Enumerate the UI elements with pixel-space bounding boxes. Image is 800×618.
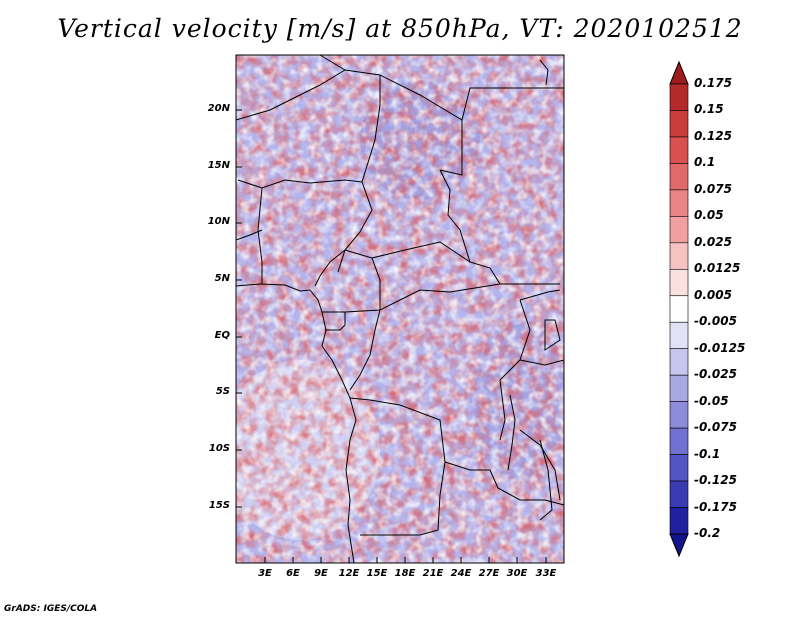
lat-label: 10S <box>208 443 230 454</box>
map-frame <box>235 54 565 564</box>
lat-label: 15S <box>208 500 230 511</box>
colorbar-segment <box>669 110 689 138</box>
lat-label: 10N <box>207 216 230 227</box>
colorbar-label: -0.1 <box>694 446 721 461</box>
colorbar-top-arrow <box>669 60 689 85</box>
latitude-ticks <box>236 109 242 508</box>
lat-label: 5S <box>215 386 230 397</box>
map-title: Vertical velocity [m/s] at 850hPa, VT: 2… <box>57 14 743 43</box>
colorbar-label: 0.125 <box>694 128 732 143</box>
lon-label: 24E <box>450 568 472 579</box>
lat-label: EQ <box>214 330 230 341</box>
colorbar-label: 0.1 <box>694 155 716 170</box>
colorbar-segment <box>669 83 689 111</box>
lon-label: 9E <box>314 568 328 579</box>
country-borders <box>235 54 565 564</box>
colorbar-segment <box>669 268 689 297</box>
colorbar-bottom-arrow <box>669 533 689 558</box>
lat-label: 15N <box>207 160 230 171</box>
colorbar-segment <box>669 454 689 482</box>
colorbar-label: 0.05 <box>694 208 724 223</box>
colorbar-label: -0.125 <box>694 473 737 488</box>
colorbar-segment <box>669 189 689 217</box>
colorbar-segment <box>669 242 689 270</box>
colorbar-label: 0.15 <box>694 102 724 117</box>
colorbar-label: -0.2 <box>694 526 721 540</box>
lon-label: 18E <box>394 568 416 579</box>
velocity-field <box>236 55 564 563</box>
colorbar-segment <box>669 216 689 244</box>
colorbar-segment <box>669 374 689 402</box>
colorbar-label: 0.075 <box>694 181 732 196</box>
lon-label: 30E <box>506 568 528 579</box>
colorbar-label: 0.005 <box>694 287 732 302</box>
colorbar-label: 0.025 <box>694 234 732 249</box>
colorbar-segment <box>669 136 689 164</box>
lon-label: 6E <box>286 568 300 579</box>
lon-label: 33E <box>535 568 557 579</box>
colorbar-label: -0.05 <box>694 393 729 408</box>
longitude-ticks <box>264 557 547 563</box>
colorbar-segment <box>669 295 689 323</box>
colorbar-segment <box>669 427 689 455</box>
colorbar-segment <box>669 348 689 376</box>
colorbar-label: -0.175 <box>694 499 737 514</box>
lon-label: 21E <box>422 568 444 579</box>
colorbar-segment <box>669 401 689 429</box>
colorbar-segment <box>669 480 689 508</box>
colorbar-label: -0.005 <box>694 314 737 329</box>
colorbar <box>669 60 689 558</box>
lon-label: 27E <box>478 568 500 579</box>
lon-label: 15E <box>366 568 388 579</box>
lon-label: 3E <box>258 568 272 579</box>
colorbar-label: -0.075 <box>694 420 737 435</box>
colorbar-label: -0.0125 <box>694 340 746 355</box>
lat-label: 5N <box>214 273 230 284</box>
colorbar-segment <box>669 507 689 535</box>
grads-credit: GrADS: IGES/COLA <box>4 604 98 614</box>
colorbar-label: -0.025 <box>694 367 737 382</box>
colorbar-label: 0.0125 <box>694 261 741 276</box>
lat-label: 20N <box>207 103 230 114</box>
colorbar-segment <box>669 163 689 191</box>
colorbar-label: 0.175 <box>694 76 732 90</box>
lon-label: 12E <box>338 568 360 579</box>
colorbar-segment <box>669 321 689 350</box>
